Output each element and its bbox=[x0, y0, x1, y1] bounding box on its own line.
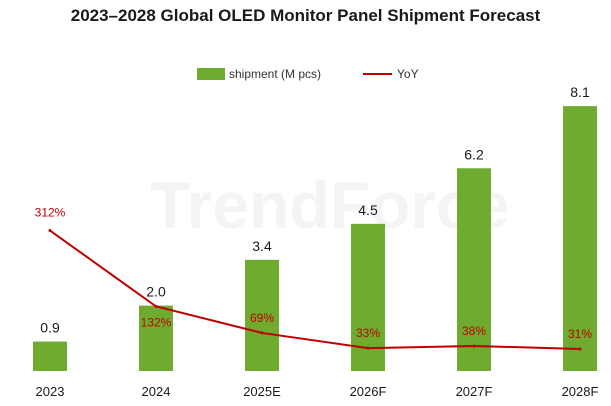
yoy-label-2026F: 33% bbox=[356, 326, 380, 340]
bar-series bbox=[33, 106, 597, 371]
legend-swatch-shipment bbox=[197, 68, 225, 80]
data-labels: 0.9 2.0 3.4 4.5 6.2 8.1 312% 132% 69% 33% 38% 31% bbox=[35, 84, 593, 341]
yoy-point-2026F bbox=[366, 346, 370, 350]
bar-2023 bbox=[33, 341, 67, 371]
legend-label-yoy: YoY bbox=[397, 67, 419, 81]
x-axis: 2023 2024 2025E 2026F 2027F 2028F bbox=[36, 384, 599, 399]
bar-value-label-2028F: 8.1 bbox=[570, 84, 590, 100]
bar-2028F bbox=[563, 106, 597, 371]
x-tick-2025E: 2025E bbox=[243, 384, 281, 399]
yoy-point-2024 bbox=[154, 304, 158, 308]
bar-value-label-2026F: 4.5 bbox=[358, 202, 378, 218]
yoy-point-2023 bbox=[48, 229, 52, 233]
x-tick-2023: 2023 bbox=[36, 384, 65, 399]
legend: shipment (M pcs) YoY bbox=[197, 67, 419, 81]
yoy-series bbox=[48, 229, 582, 351]
x-tick-2027F: 2027F bbox=[456, 384, 493, 399]
bar-2025E bbox=[245, 259, 279, 371]
bar-value-label-2027F: 6.2 bbox=[464, 146, 484, 162]
x-tick-2026F: 2026F bbox=[350, 384, 387, 399]
bar-value-label-2023: 0.9 bbox=[40, 320, 60, 336]
bar-value-label-2024: 2.0 bbox=[146, 284, 166, 300]
watermark: TrendForce bbox=[150, 168, 509, 242]
yoy-label-2027F: 38% bbox=[462, 324, 486, 338]
yoy-label-2023: 312% bbox=[35, 206, 66, 220]
bar-2024 bbox=[139, 305, 173, 371]
yoy-label-2025E: 69% bbox=[250, 311, 274, 325]
chart-title: 2023–2028 Global OLED Monitor Panel Ship… bbox=[70, 6, 541, 25]
bar-value-label-2025E: 3.4 bbox=[252, 238, 272, 254]
legend-label-shipment: shipment (M pcs) bbox=[229, 67, 321, 81]
yoy-point-2025E bbox=[260, 331, 264, 335]
bar-2027F bbox=[457, 168, 491, 371]
x-tick-2024: 2024 bbox=[142, 384, 171, 399]
yoy-point-2027F bbox=[472, 344, 476, 348]
yoy-label-2024: 132% bbox=[141, 315, 172, 329]
yoy-point-2028F bbox=[578, 347, 582, 351]
x-tick-2028F: 2028F bbox=[562, 384, 599, 399]
yoy-line bbox=[49, 229, 581, 350]
yoy-label-2028F: 31% bbox=[568, 327, 592, 341]
